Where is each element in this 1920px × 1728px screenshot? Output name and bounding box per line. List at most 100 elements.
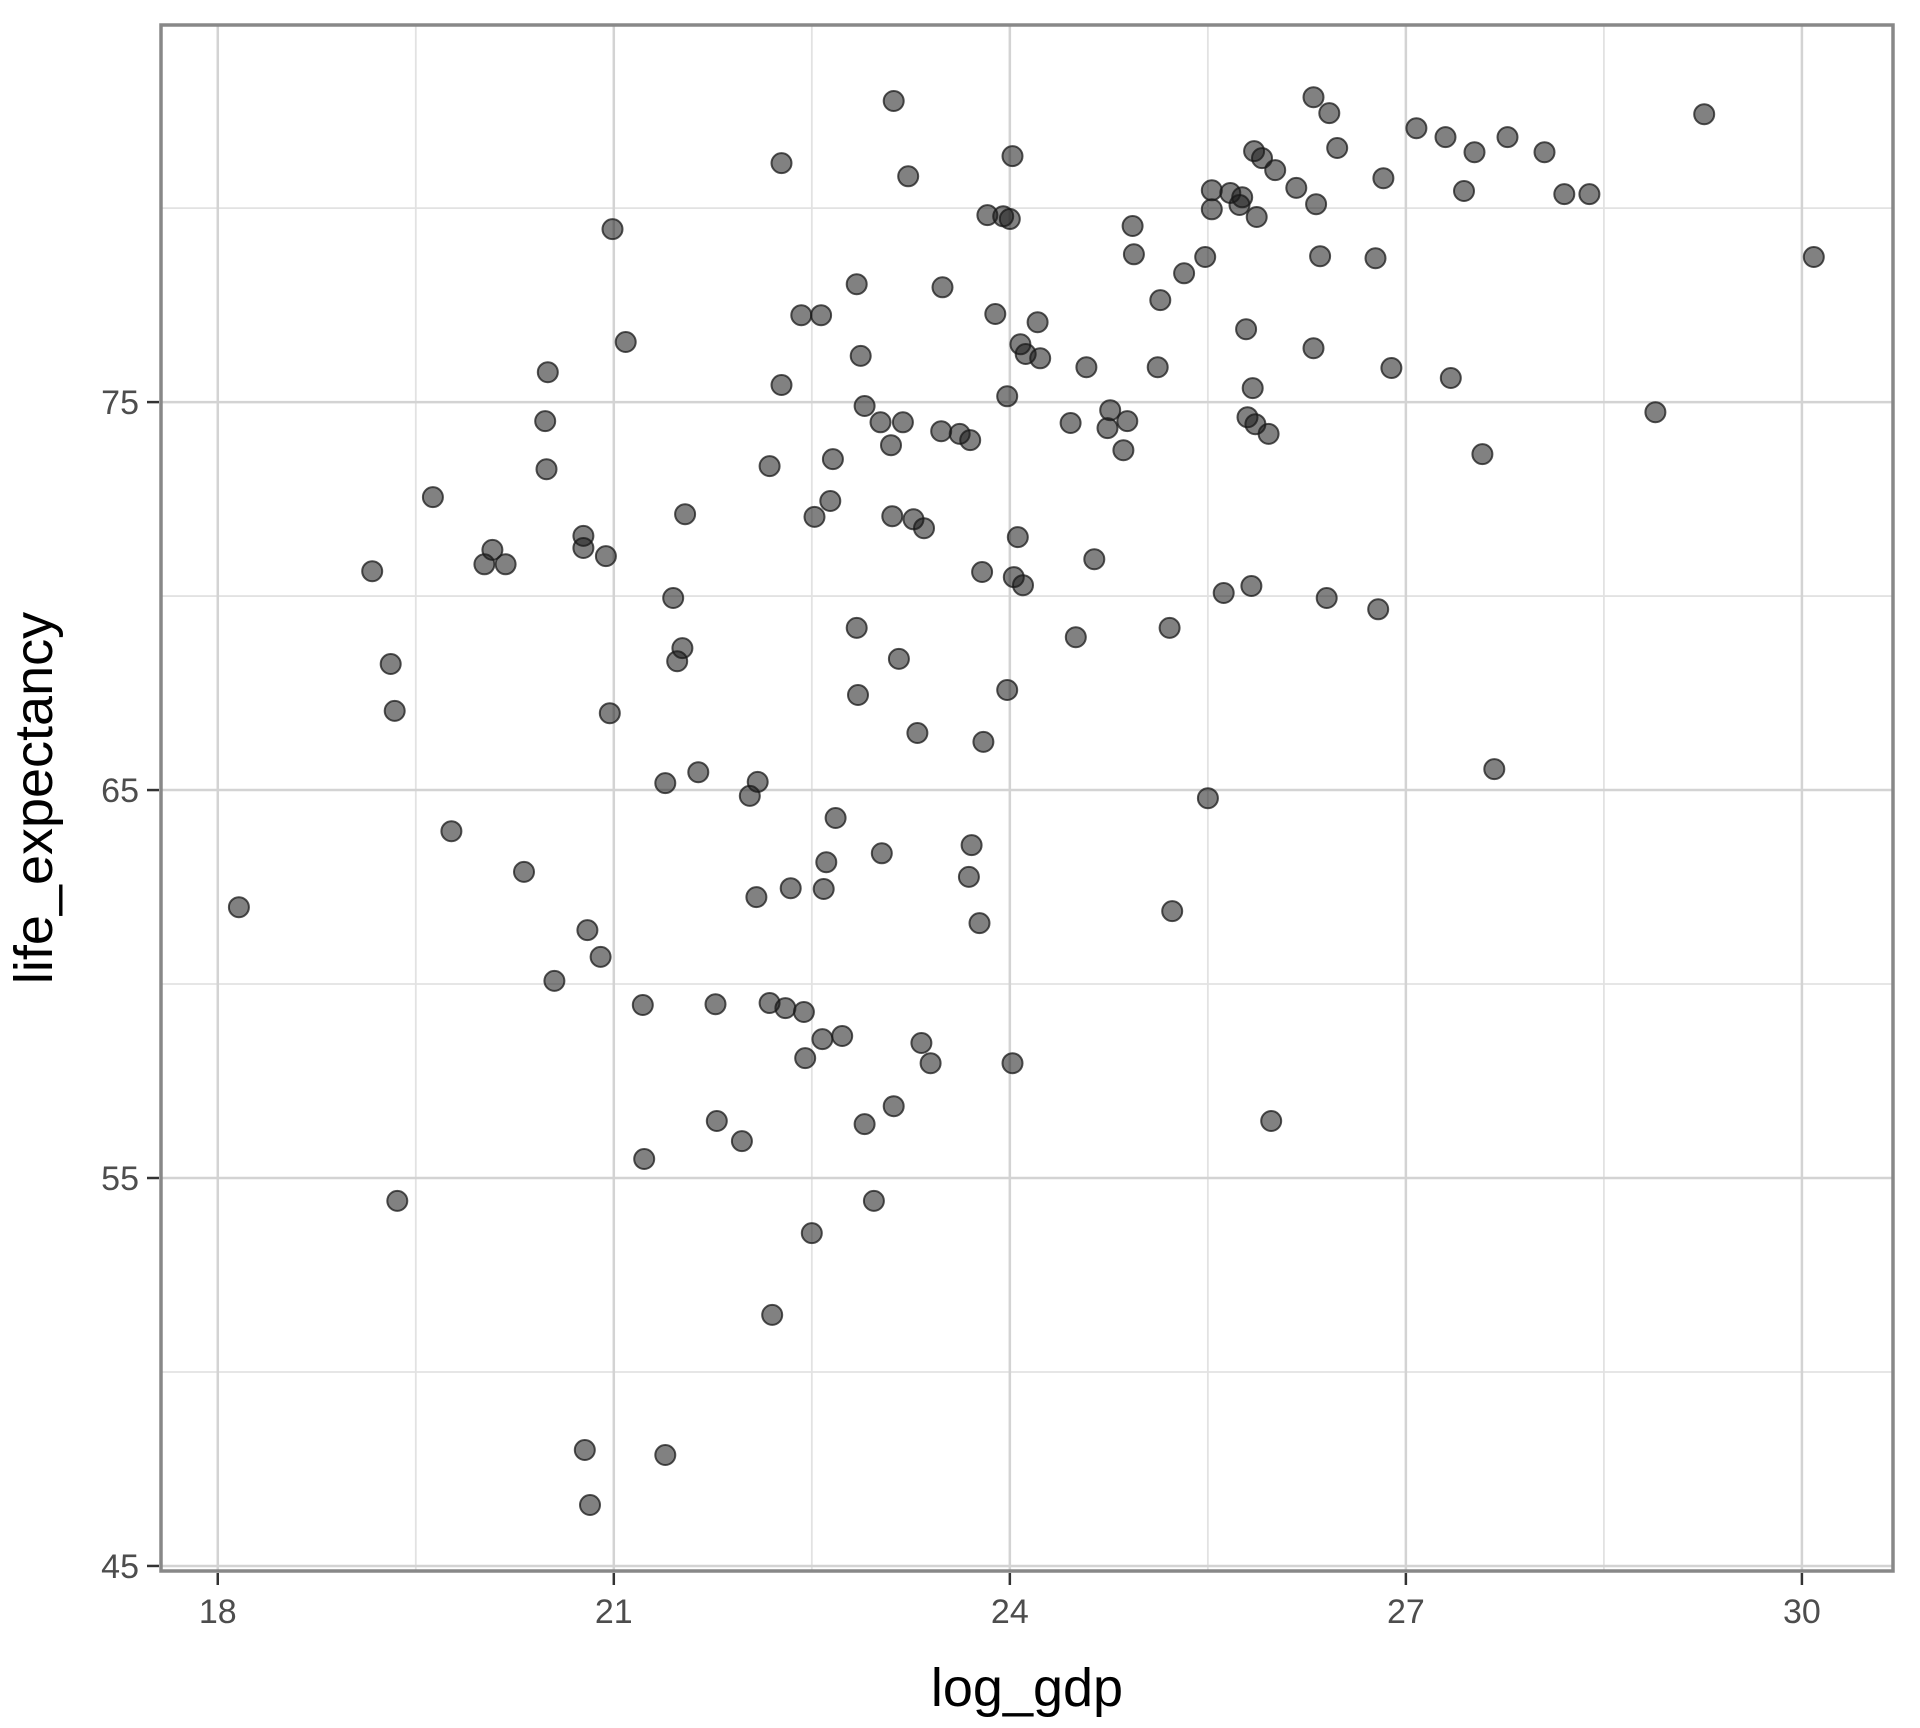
data-point [1200, 179, 1223, 202]
data-point [614, 331, 637, 353]
data-point [535, 458, 558, 481]
data-point [361, 560, 384, 583]
data-point [821, 448, 844, 471]
data-point [1257, 422, 1280, 445]
data-point [853, 395, 876, 417]
data-point [227, 896, 250, 919]
data-point [1026, 311, 1049, 334]
data-point [730, 1130, 753, 1153]
data-point [1364, 247, 1387, 270]
data-point [662, 587, 685, 609]
data-point [792, 1001, 815, 1023]
data-point [473, 553, 496, 576]
x-tick-label: 30 [1783, 1593, 1821, 1631]
data-point [1644, 401, 1667, 424]
data-point [1146, 356, 1169, 379]
data-point [738, 784, 761, 807]
plot-panel [161, 25, 1893, 1571]
data-point [869, 411, 892, 434]
y-axis-tick-labels: 45 55 65 75 [101, 384, 139, 1586]
data-point [1006, 526, 1029, 549]
data-point [910, 1032, 933, 1054]
data-point [1075, 356, 1098, 379]
data-point [882, 90, 905, 112]
data-point [1012, 574, 1034, 597]
data-point [815, 851, 838, 874]
x-axis-tick-labels: 18 21 24 27 30 [199, 1593, 1821, 1631]
y-tick-label: 55 [101, 1160, 139, 1198]
data-point [1122, 243, 1145, 266]
data-point [819, 490, 842, 512]
data-point [957, 865, 980, 888]
data-point [1380, 357, 1403, 379]
data-point [513, 860, 535, 883]
data-point [930, 420, 953, 443]
data-point [811, 1028, 834, 1051]
data-point [1372, 167, 1395, 190]
data-point [1228, 194, 1251, 216]
data-point [1483, 758, 1506, 781]
major-gridlines [161, 25, 1893, 1571]
data-point [774, 997, 797, 1020]
data-point [1302, 86, 1325, 109]
data-point [906, 722, 929, 744]
data-point [882, 1095, 905, 1118]
data-point [758, 455, 781, 478]
data-point [1240, 575, 1263, 597]
data-point [1260, 1110, 1283, 1132]
data-point [810, 304, 833, 327]
x-tick-label: 27 [1387, 1593, 1425, 1631]
data-point [745, 886, 768, 909]
data-point [1158, 616, 1181, 639]
data-point [1318, 102, 1341, 125]
data-point [880, 434, 902, 457]
data-point [845, 616, 868, 639]
data-point [1264, 159, 1287, 182]
data-point [536, 361, 559, 384]
x-axis-tick-marks [216, 1573, 1804, 1585]
data-point [633, 1148, 656, 1170]
data-point [891, 411, 914, 434]
data-point [845, 273, 868, 296]
y-axis-tick-marks [147, 400, 159, 1568]
data-point [1309, 245, 1332, 268]
data-point [1305, 193, 1328, 216]
data-point [960, 834, 983, 857]
data-point [1245, 206, 1268, 228]
x-tick-label: 18 [199, 1593, 237, 1631]
panel-border [159, 23, 1895, 1573]
data-point [654, 772, 677, 795]
data-point [870, 842, 893, 865]
data-point [1212, 582, 1235, 604]
data-point [674, 503, 697, 526]
data-point [1200, 198, 1223, 221]
data-point [1149, 289, 1172, 312]
data-point [1029, 347, 1052, 370]
data-point [386, 1189, 409, 1212]
data-point [800, 1222, 823, 1245]
data-point [666, 650, 689, 673]
data-point [996, 385, 1019, 408]
data-point [847, 684, 869, 706]
data-point [440, 820, 463, 843]
data-point [968, 912, 991, 935]
data-point [919, 1052, 942, 1075]
data-point [803, 505, 826, 528]
data-point [601, 218, 624, 241]
data-point [849, 344, 872, 367]
data-point [1302, 337, 1325, 360]
data-point [1001, 145, 1024, 168]
data-point [1439, 367, 1462, 389]
data-point [589, 945, 612, 968]
data-point [959, 429, 982, 452]
y-tick-label: 75 [101, 384, 139, 422]
data-point [1315, 587, 1338, 609]
data-point [770, 374, 793, 396]
data-point [1173, 262, 1196, 285]
data-point [984, 303, 1007, 325]
data-point [1453, 180, 1475, 202]
data-point [1116, 410, 1139, 433]
data-point [1326, 137, 1349, 159]
